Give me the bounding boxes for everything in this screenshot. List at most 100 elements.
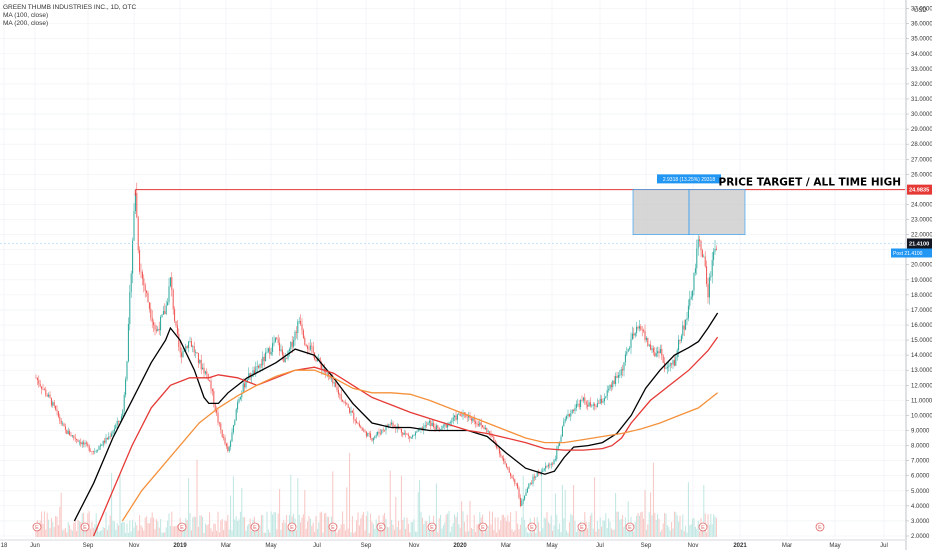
earnings-marker-icon[interactable] [815, 522, 825, 532]
earnings-marker-icon[interactable] [698, 522, 708, 532]
x-tick-label: May [829, 543, 840, 549]
volume-bar [518, 529, 520, 537]
price-candle [493, 436, 495, 441]
volume-bar [392, 524, 394, 537]
volume-bar [414, 531, 416, 537]
price-candle [260, 364, 262, 366]
price-candle [679, 339, 681, 341]
volume-bar [381, 529, 383, 537]
earnings-marker-icon[interactable] [177, 522, 187, 532]
volume-bar [297, 478, 299, 537]
price-candle [559, 441, 561, 446]
earnings-marker-icon[interactable] [478, 522, 488, 532]
price-candle [669, 363, 671, 366]
volume-bar [493, 530, 495, 537]
volume-bar [573, 485, 575, 537]
price-candle [73, 435, 75, 438]
price-candle [231, 432, 233, 442]
volume-bar [242, 517, 244, 537]
volume-bar [112, 520, 114, 537]
volume-bar [161, 532, 163, 537]
earnings-marker-icon[interactable] [427, 522, 437, 532]
price-candle [665, 368, 667, 369]
price-candle [172, 289, 174, 310]
volume-bar [427, 529, 429, 537]
earnings-marker-icon[interactable] [527, 522, 537, 532]
volume-bar [48, 519, 50, 537]
volume-bar [596, 520, 598, 537]
price-candle [99, 445, 101, 447]
price-candle [370, 433, 372, 439]
price-candle [700, 241, 702, 251]
earnings-marker-icon[interactable] [287, 522, 297, 532]
volume-bar [710, 513, 712, 537]
earnings-marker-icon[interactable] [376, 522, 386, 532]
price-candle [608, 389, 610, 391]
y-tick-label: 35.0000 [911, 37, 932, 43]
price-candle [631, 333, 633, 340]
volume-bar [270, 511, 272, 537]
earnings-marker-icon[interactable] [577, 522, 587, 532]
volume-bar [587, 528, 589, 537]
volume-bar [167, 520, 169, 537]
volume-bar [120, 522, 122, 537]
volume-bar [510, 512, 512, 537]
price-candle [294, 331, 296, 341]
price-candle [130, 273, 132, 293]
volume-bar [336, 532, 338, 537]
price-candle [407, 434, 409, 436]
earnings-marker-icon[interactable] [625, 522, 635, 532]
price-candle [406, 433, 408, 435]
earnings-marker-icon[interactable] [32, 522, 42, 532]
price-candle [668, 365, 670, 368]
volume-bar [498, 529, 500, 537]
volume-bar [73, 523, 75, 537]
price-candle [241, 392, 243, 398]
volume-bar [535, 532, 537, 537]
x-tick-label: Mar [782, 543, 792, 549]
price-candle [300, 321, 302, 325]
price-candle [106, 437, 108, 440]
y-axis[interactable]: 2.0000 3.0000 4.0000 5.0000 6.0000 7.0000 8.00… [905, 0, 932, 550]
price-candle [125, 379, 127, 395]
earnings-marker-icon[interactable] [80, 522, 90, 532]
volume-bar [276, 529, 278, 537]
x-axis[interactable]: 18 Jun Sep Nov 2019 Mar May Jul Sep Nov 2020 Mar May… [0, 539, 905, 549]
price-candle [592, 404, 594, 406]
price-candle [574, 407, 576, 411]
price-candle [45, 389, 47, 396]
price-candle [510, 472, 512, 477]
price-candle [685, 319, 687, 330]
volume-bar [74, 518, 76, 537]
y-tick-label: 31.0000 [911, 97, 932, 103]
volume-bar [659, 531, 661, 537]
price-candle [601, 398, 603, 403]
price-candle [536, 472, 538, 477]
price-candle [265, 352, 267, 362]
earnings-marker-icon[interactable] [250, 522, 260, 532]
earnings-marker-icon[interactable] [328, 522, 338, 532]
price-candle [364, 430, 366, 432]
price-candle [636, 326, 638, 333]
volume-bar [197, 526, 199, 537]
price-candle [329, 375, 331, 379]
price-candle [115, 425, 117, 429]
price-candle [224, 437, 226, 444]
price-candle [347, 404, 349, 408]
volume-bar [356, 520, 358, 537]
price-candle [580, 399, 582, 407]
volume-bar [409, 532, 411, 537]
price-candle [188, 341, 190, 349]
volume-bar [388, 527, 390, 537]
price-candle [680, 335, 682, 341]
price-candle [476, 423, 478, 425]
volume-bar [64, 527, 66, 537]
price-candle [420, 427, 422, 430]
volume-bar [594, 477, 596, 537]
volume-bar [237, 521, 239, 537]
volume-bar [430, 531, 432, 537]
price-candle [55, 405, 57, 410]
price-candle [171, 277, 173, 290]
